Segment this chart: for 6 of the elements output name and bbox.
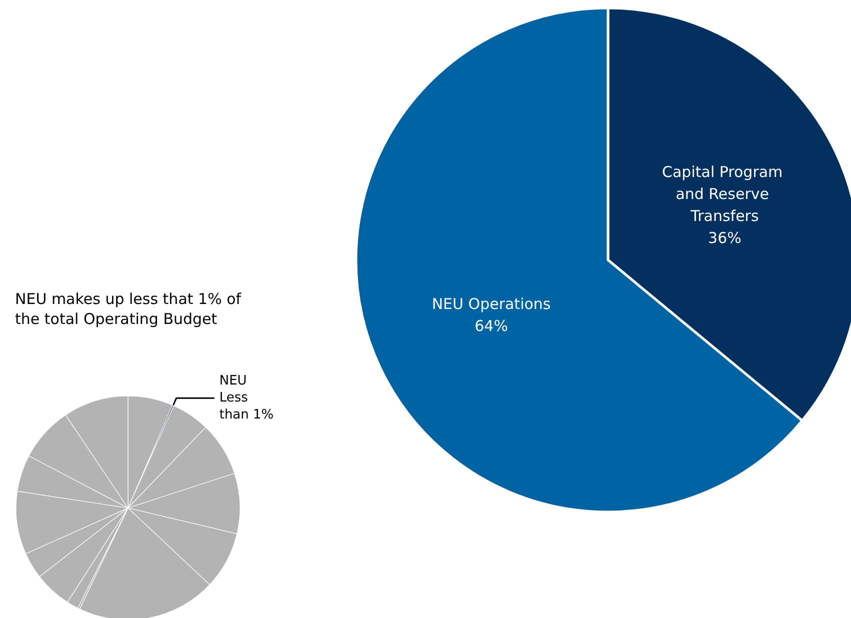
chart-title: NEU makes up less that 1% of the total Operating Budget	[15, 290, 246, 328]
data-label: 36%	[708, 229, 742, 248]
data-label: 64%	[474, 316, 508, 335]
slice-label: NEU Operations	[432, 294, 551, 313]
slice-label: NEU Less than 1%	[219, 374, 274, 423]
slice-label: Capital Program and Reserve Transfers	[662, 163, 788, 226]
